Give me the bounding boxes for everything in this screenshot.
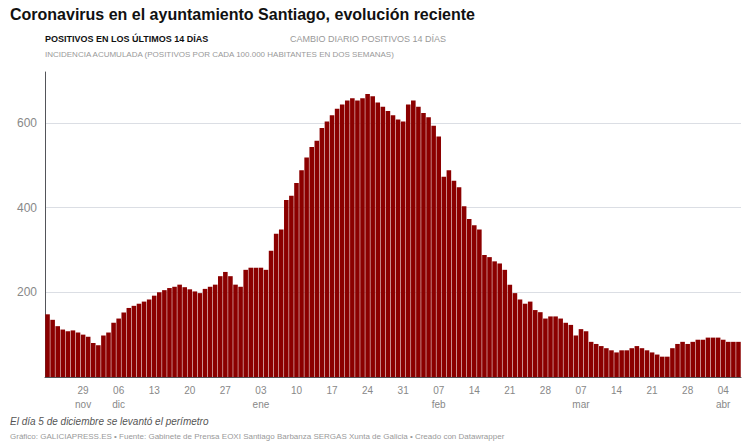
svg-text:13: 13: [149, 385, 161, 396]
svg-text:14: 14: [469, 385, 481, 396]
svg-text:07: 07: [433, 385, 445, 396]
svg-text:31: 31: [398, 385, 410, 396]
svg-text:10: 10: [291, 385, 303, 396]
svg-text:CAMBIO DIARIO POSITIVOS 14 DÍA: CAMBIO DIARIO POSITIVOS 14 DÍAS: [290, 34, 446, 44]
svg-text:INCIDENCIA ACUMULADA (POSITIVO: INCIDENCIA ACUMULADA (POSITIVOS POR CADA…: [45, 50, 394, 59]
svg-text:07: 07: [575, 385, 587, 396]
svg-text:20: 20: [184, 385, 196, 396]
svg-text:17: 17: [326, 385, 338, 396]
svg-text:21: 21: [647, 385, 659, 396]
svg-text:Gráfico: GALICIAPRESS.ES • Fue: Gráfico: GALICIAPRESS.ES • Fuente: Gabin…: [10, 432, 505, 441]
svg-text:POSITIVOS EN LOS ÚLTIMOS 14 DÍ: POSITIVOS EN LOS ÚLTIMOS 14 DÍAS: [45, 33, 208, 44]
svg-text:El día 5 de diciembre se levan: El día 5 de diciembre se levantó el perí…: [10, 416, 209, 427]
svg-text:ene: ene: [253, 399, 270, 410]
svg-text:400: 400: [17, 201, 37, 215]
svg-text:dic: dic: [112, 399, 125, 410]
svg-text:Coronavirus en el ayuntamiento: Coronavirus en el ayuntamiento Santiago,…: [10, 6, 475, 23]
svg-text:06: 06: [113, 385, 125, 396]
svg-text:28: 28: [540, 385, 552, 396]
svg-text:03: 03: [255, 385, 267, 396]
svg-text:14: 14: [611, 385, 623, 396]
svg-text:04: 04: [718, 385, 730, 396]
svg-text:21: 21: [504, 385, 516, 396]
svg-text:28: 28: [682, 385, 694, 396]
svg-text:mar: mar: [572, 399, 590, 410]
svg-text:200: 200: [17, 285, 37, 299]
svg-text:29: 29: [78, 385, 90, 396]
svg-text:feb: feb: [432, 399, 446, 410]
svg-text:abr: abr: [716, 399, 731, 410]
svg-text:27: 27: [220, 385, 232, 396]
svg-text:nov: nov: [75, 399, 91, 410]
svg-text:24: 24: [362, 385, 374, 396]
svg-text:600: 600: [17, 116, 37, 130]
